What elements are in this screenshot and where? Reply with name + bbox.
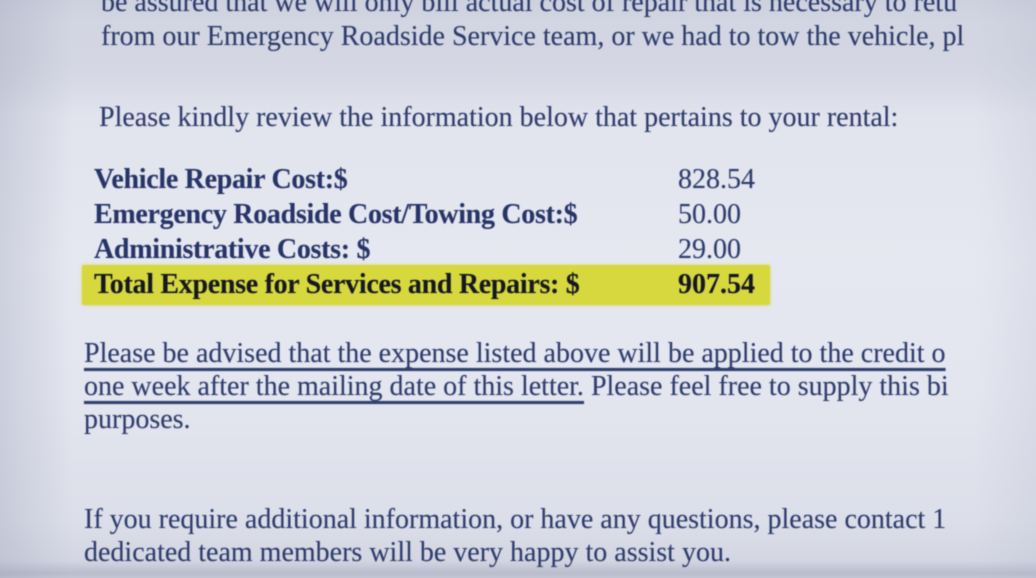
- closing-line2: dedicated team members will be very happ…: [84, 537, 731, 568]
- cost-value: 907.54: [678, 269, 755, 300]
- cost-label: Vehicle Repair Cost:$: [94, 164, 348, 195]
- top-paragraph: be assured that we will only bill actual…: [101, 0, 964, 54]
- top-paragraph-line1: be assured that we will only bill actual…: [101, 0, 958, 18]
- intro-line: Please kindly review the information bel…: [99, 102, 899, 133]
- cost-row-total-highlighted: Total Expense for Services and Repairs: …: [94, 267, 1036, 302]
- cost-row-vehicle-repair: Vehicle Repair Cost:$ 828.54: [94, 162, 1036, 197]
- closing-line1: If you require additional information, o…: [84, 504, 947, 535]
- notice-line1-underlined: Please be advised that the expense liste…: [84, 338, 946, 369]
- cost-value: 50.00: [678, 199, 741, 230]
- cost-value: 828.54: [678, 164, 755, 195]
- cost-value: 29.00: [678, 234, 741, 265]
- notice-line1: Please be advised that the expense liste…: [84, 337, 949, 370]
- cost-row-administrative: Administrative Costs: $ 29.00: [94, 232, 1036, 267]
- cost-label: Emergency Roadside Cost/Towing Cost:$: [94, 199, 578, 230]
- notice-line2: one week after the mailing date of this …: [84, 370, 949, 403]
- cost-table: Vehicle Repair Cost:$ 828.54 Emergency R…: [82, 162, 1036, 305]
- cost-label: Total Expense for Services and Repairs: …: [94, 269, 580, 300]
- cost-row-roadside-towing: Emergency Roadside Cost/Towing Cost:$ 50…: [94, 197, 1036, 232]
- notice-paragraph: Please be advised that the expense liste…: [84, 337, 949, 436]
- cost-label: Administrative Costs: $: [94, 234, 371, 265]
- top-paragraph-line2: from our Emergency Roadside Service team…: [101, 21, 965, 52]
- notice-line2-plain: Please feel free to supply this bi: [583, 371, 949, 402]
- notice-line3: purposes.: [84, 404, 191, 435]
- highlighter-mark: [82, 265, 770, 305]
- closing-paragraph: If you require additional information, o…: [84, 503, 946, 569]
- notice-line2-underlined: one week after the mailing date of this …: [84, 371, 584, 402]
